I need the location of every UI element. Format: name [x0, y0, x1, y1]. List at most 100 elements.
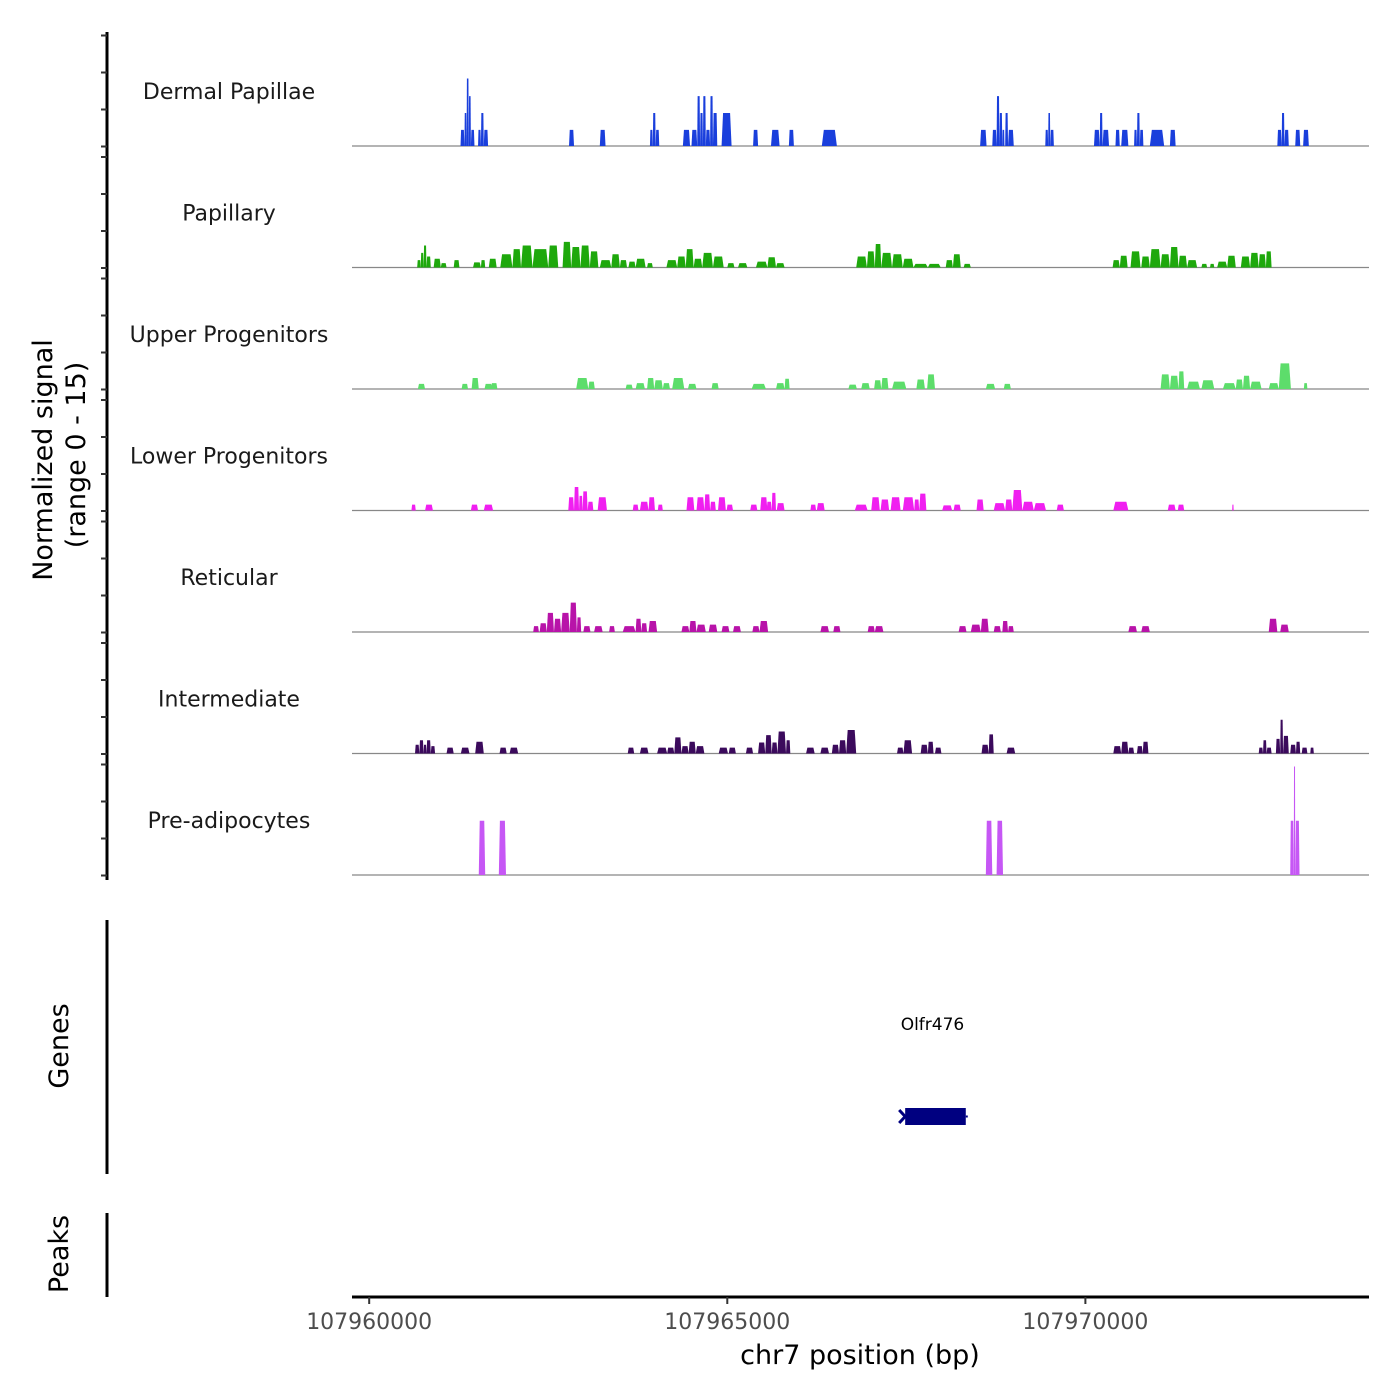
signal-peak — [580, 245, 590, 268]
track-label: Upper Progenitors — [130, 323, 329, 348]
signal-peak — [691, 129, 698, 146]
track-label: Intermediate — [158, 688, 300, 713]
signal-peak — [1130, 251, 1141, 268]
signal-peak — [976, 499, 984, 511]
signal-peak — [711, 383, 719, 389]
signal-peak — [874, 626, 884, 632]
track-label: Pre-adipocytes — [148, 809, 311, 834]
signal-peak — [1136, 113, 1140, 146]
signal-peak — [1050, 129, 1054, 146]
signal-peak — [553, 618, 562, 632]
genes-panel: Olfr476 — [898, 1015, 968, 1125]
signal-peak — [1113, 501, 1129, 511]
signal-peak — [1265, 251, 1272, 268]
gene-olfr476[interactable]: Olfr476 — [898, 1015, 968, 1125]
track-intermediate: Intermediate — [158, 688, 1369, 755]
signal-peak — [770, 129, 780, 146]
signal-peak — [1293, 766, 1296, 875]
signal-peak — [1149, 129, 1165, 146]
signal-peak — [1227, 255, 1236, 268]
signal-peak — [1268, 383, 1279, 389]
signal-peak — [771, 742, 778, 754]
signal-peak — [466, 78, 469, 146]
signal-peak — [1005, 499, 1013, 511]
signal-peak — [662, 383, 670, 389]
signal-peak — [1290, 820, 1294, 875]
signal-peak — [750, 504, 758, 511]
signal-peak — [1169, 129, 1176, 146]
signal-peak — [1169, 246, 1179, 268]
peaks-panel-label: Peaks — [44, 1215, 75, 1293]
signal-peak — [856, 256, 867, 268]
signal-peak — [927, 741, 934, 754]
signal-peak — [635, 618, 642, 632]
signal-peak — [810, 504, 817, 511]
track-pre-adipocytes: Pre-adipocytes — [148, 766, 1369, 876]
signal-peak — [1295, 741, 1301, 754]
track-lower-progenitors: Lower Progenitors — [130, 445, 1369, 512]
signal-peak — [576, 378, 589, 389]
signal-peak — [820, 747, 829, 754]
signal-peak — [417, 383, 426, 389]
signal-peak — [464, 113, 467, 146]
signal-peak — [562, 241, 572, 268]
signal-peak — [721, 113, 732, 146]
signal-peak — [657, 504, 663, 511]
signal-peak — [1160, 254, 1170, 268]
signal-peak — [417, 260, 421, 268]
signal-peak — [599, 129, 606, 146]
signal-peak — [1217, 261, 1228, 268]
signal-peak — [733, 626, 741, 632]
signal-peak — [696, 624, 706, 632]
signal-peak — [1008, 626, 1014, 632]
signal-peak — [1128, 626, 1137, 632]
signal-peak — [533, 626, 539, 632]
signal-peak — [1280, 719, 1284, 754]
signal-peak — [1167, 504, 1176, 511]
signal-peak — [1266, 747, 1272, 754]
signal-peak — [871, 497, 880, 511]
signal-peak — [1099, 113, 1103, 146]
signal-peak — [1187, 381, 1200, 389]
signal-peak — [934, 747, 942, 754]
signal-peak — [981, 744, 989, 754]
signal-peak — [963, 263, 971, 268]
signal-peak — [1139, 129, 1144, 146]
signal-peak — [1045, 129, 1049, 146]
signal-peak — [483, 504, 494, 511]
signal-peak — [1280, 624, 1289, 632]
signal-peak — [1295, 129, 1301, 146]
signal-peak — [648, 497, 655, 511]
signal-peak — [546, 612, 554, 632]
signal-peak — [569, 129, 575, 146]
signal-peak — [759, 621, 769, 632]
signal-peak — [919, 493, 927, 511]
signal-peak — [693, 258, 703, 268]
signal-peak — [1141, 626, 1150, 632]
signal-peak — [1169, 375, 1179, 389]
signal-peak — [702, 96, 706, 146]
signal-peak — [1048, 113, 1051, 146]
signal-peak — [681, 746, 689, 754]
signal-peak — [839, 740, 847, 754]
signal-peak — [892, 381, 907, 389]
signal-peak — [460, 747, 470, 754]
signal-peak — [1022, 501, 1034, 511]
signal-peak — [468, 96, 471, 146]
signal-peak — [1263, 740, 1267, 754]
track-label: Lower Progenitors — [130, 445, 328, 470]
signal-peak — [1240, 256, 1251, 268]
signal-peak — [710, 501, 716, 511]
signal-peak — [490, 383, 498, 389]
signal-peak — [1303, 383, 1308, 389]
y-axis-title-line2: (range 0 - 15) — [61, 362, 92, 549]
signal-peak — [726, 504, 734, 511]
signal-peak — [784, 378, 790, 389]
strand-arrow-icon — [898, 1108, 908, 1125]
signal-peak — [589, 251, 599, 268]
signal-peak — [657, 747, 668, 754]
signal-peak — [980, 129, 987, 146]
signal-peak — [1250, 381, 1262, 389]
signal-peak — [881, 378, 889, 389]
